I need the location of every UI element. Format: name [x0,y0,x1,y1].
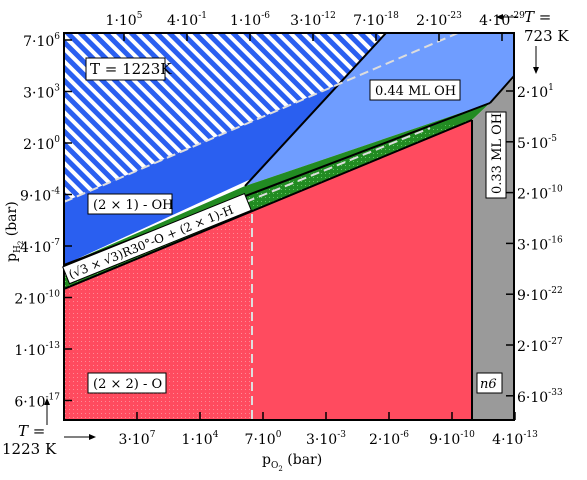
y-tick-right-label: 9·10-22 [517,286,563,304]
x-tick-bottom-label: 2·10-6 [369,430,409,448]
inset-temp-box [85,57,166,81]
label-n6: n6 [480,377,497,392]
y-tick-left-label: 7·106 [23,32,60,50]
label-box-n6 [476,372,503,394]
x-tick-top-label: 1·105 [106,11,143,29]
region-2x2-o-dotted [64,214,252,420]
y-tick-right-label: 3·10-16 [517,235,563,253]
y-axis-label: pH2 (bar) [4,201,25,262]
y-ticks-left: 7·106 3·103 2·100 9·10-4 4·10-7 2·10-10 1·10-1… [14,32,72,411]
x-tick-bottom-label: 3·107 [119,430,156,448]
region-044-ml-oh [245,33,514,186]
label-box-2x1 [87,193,173,215]
label-box-044 [369,79,461,101]
svg-text:0.33 ML OH: 0.33 ML OH [490,113,505,194]
x-tick-bottom-label: 3·10-3 [306,430,346,448]
x-ticks-bottom: 3·107 1·104 7·100 3·10-3 2·10-6 9·10-10 4·10-1… [119,412,538,448]
boundary-green-lower [64,119,473,290]
x-tick-bottom-label: 4·10-13 [492,430,538,448]
label-box-2x2 [87,372,167,394]
x-tick-top-label: 4·10-1 [167,11,207,29]
svg-text:T =: T = [18,422,45,440]
x-ticks-top: 1·105 4·10-1 1·10-6 3·10-12 7·10-18 2·10-23 4·… [106,11,525,41]
y-tick-left-label: 1·10-13 [14,341,60,359]
inset-temp-label: T = 1223K [90,60,172,78]
svg-text:723 K: 723 K [524,27,569,45]
svg-text:T =: T = [524,8,551,26]
label-2x1-oh: (2 × 1) - OH [93,198,174,213]
boundary-oh-044 [244,33,387,187]
label-033: 0.33 ML OH [485,111,507,199]
x-tick-bottom-label: 9·10-10 [429,430,475,448]
plot-frame [63,32,515,421]
x-tick-bottom-label: 1·104 [182,430,219,448]
svg-text:1223 K: 1223 K [2,440,57,458]
label-044-ml-oh: 0.44 ML OH [375,84,456,99]
y-tick-right-label: 5·10-5 [517,134,557,152]
x-tick-top-label: 2·10-23 [416,11,462,29]
y-tick-right-label: 6·10-33 [517,388,563,406]
y-tick-right-label: 2·10-10 [517,185,563,203]
y-tick-right-label: 2·10-27 [517,337,563,355]
boundary-top-right [489,75,514,104]
y-ticks-right: 2·101 5·10-5 2·10-10 3·10-16 9·10-22 2·10-27 6… [506,83,563,406]
y-tick-left-label: 2·100 [23,135,60,153]
y-tick-left-label: 3·103 [23,84,60,102]
x-axis-label: pO2 (bar) [262,452,322,473]
y-tick-left-label: 6·10-17 [14,393,60,411]
x-tick-top-label: 3·10-12 [290,11,336,29]
x-tick-top-label: 4·10-29 [479,11,525,29]
label-2x2-o: (2 × 2) - O [93,377,162,392]
y-tick-right-label: 2·101 [517,83,554,101]
temp-annotation-bottom-left: T = 1223 K [2,398,96,458]
x-tick-bottom-label: 7·100 [245,430,282,448]
y-tick-left-label: 2·10-10 [14,290,60,308]
x-tick-top-label: 1·10-6 [230,11,270,29]
temp-annotation-top-right: T = 723 K [496,8,569,74]
y-tick-left-label: 9·10-4 [20,187,60,205]
dashed-hatch-edge [64,33,459,203]
y-tick-left-label: 4·10-7 [20,238,60,256]
x-tick-top-label: 7·10-18 [353,11,399,29]
